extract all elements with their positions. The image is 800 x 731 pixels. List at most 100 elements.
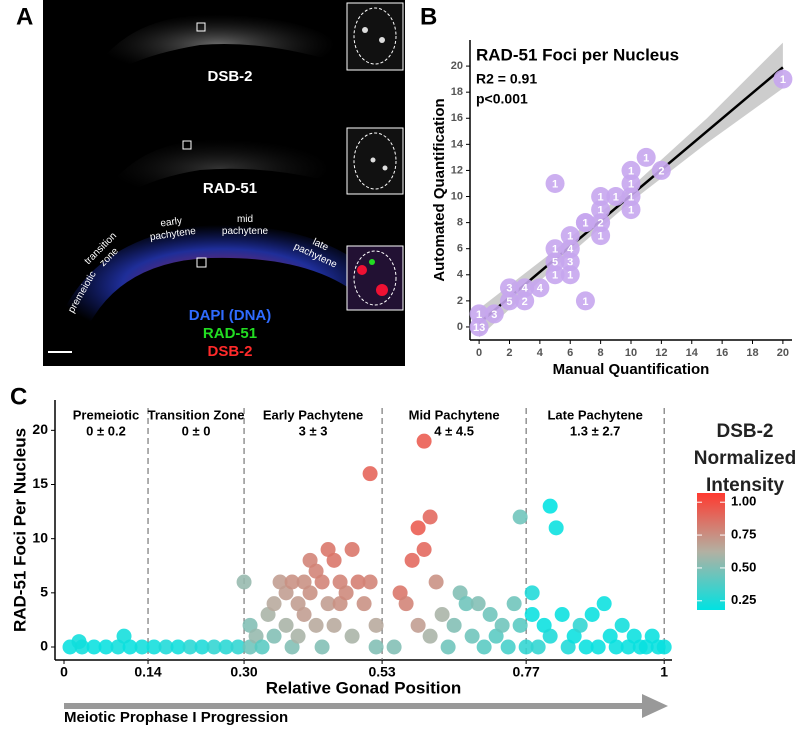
point-label: 1 bbox=[582, 296, 588, 308]
point bbox=[499, 278, 519, 298]
colorbar-tick-label: 0.75 bbox=[731, 527, 756, 542]
y-tick-label: 6 bbox=[457, 243, 463, 255]
point bbox=[458, 596, 474, 612]
x-tick-label: 1 bbox=[660, 664, 668, 680]
x-tick-label: 0.14 bbox=[134, 664, 161, 680]
point-label: 3 bbox=[491, 309, 497, 321]
point-label: 2 bbox=[522, 296, 528, 308]
point bbox=[476, 639, 492, 655]
y-axis-label: RAD-51 Foci Per Nucleus bbox=[10, 428, 29, 632]
point bbox=[500, 639, 516, 655]
point-label: 5 bbox=[506, 296, 512, 308]
y-tick-label: 5 bbox=[40, 584, 48, 600]
point bbox=[350, 574, 366, 590]
annotation: R2 = 0.91 bbox=[476, 71, 537, 87]
y-tick-label: 18 bbox=[451, 86, 463, 98]
point bbox=[591, 226, 611, 246]
point bbox=[386, 639, 402, 655]
point bbox=[554, 607, 570, 622]
point bbox=[512, 509, 528, 525]
point bbox=[314, 574, 330, 590]
point bbox=[368, 617, 384, 633]
x-tick-label: 4 bbox=[537, 347, 544, 359]
legend-label: RAD-51 bbox=[203, 325, 257, 342]
colorbar-tick-label: 0.25 bbox=[731, 592, 756, 607]
point-label: 1 bbox=[628, 165, 634, 177]
point bbox=[591, 213, 611, 233]
point bbox=[575, 291, 595, 311]
point-label: 1 bbox=[628, 204, 634, 216]
point bbox=[146, 639, 162, 655]
point bbox=[469, 304, 489, 324]
x-tick-label: 12 bbox=[655, 347, 667, 359]
point bbox=[575, 213, 595, 233]
point bbox=[266, 596, 282, 612]
point bbox=[524, 607, 540, 622]
point bbox=[524, 585, 540, 601]
legend-label: DSB-2 bbox=[207, 343, 252, 360]
stage-name: Transition Zone bbox=[148, 407, 245, 422]
point bbox=[98, 639, 114, 655]
colorbar-title: Normalized bbox=[694, 448, 796, 469]
stage-name: Early Pachytene bbox=[263, 407, 363, 422]
point-label: 1 bbox=[628, 191, 634, 203]
point-label: 1 bbox=[567, 231, 573, 243]
point bbox=[230, 639, 246, 655]
point bbox=[530, 278, 550, 298]
point bbox=[545, 252, 565, 272]
point bbox=[158, 639, 174, 655]
point bbox=[542, 628, 558, 644]
point-label: 4 bbox=[522, 283, 529, 295]
point bbox=[134, 639, 150, 655]
point-label: 1 bbox=[643, 152, 649, 164]
point bbox=[584, 607, 600, 622]
point-label: 1 bbox=[598, 231, 604, 243]
colorbar-tick-label: 1.00 bbox=[731, 494, 756, 509]
point bbox=[506, 596, 522, 612]
point bbox=[482, 607, 498, 622]
point bbox=[206, 639, 222, 655]
point bbox=[398, 596, 414, 612]
point bbox=[560, 239, 580, 259]
y-tick-label: 20 bbox=[451, 60, 463, 72]
point bbox=[362, 466, 378, 482]
arrow-head bbox=[642, 694, 668, 718]
y-tick-label: 8 bbox=[457, 217, 463, 229]
point-label: 2 bbox=[658, 165, 664, 177]
point bbox=[515, 291, 535, 311]
point-label: 1 bbox=[552, 244, 558, 256]
point bbox=[621, 160, 641, 180]
point bbox=[338, 585, 354, 601]
point bbox=[470, 596, 486, 612]
point bbox=[560, 265, 580, 285]
point bbox=[499, 291, 519, 311]
point bbox=[284, 574, 300, 590]
y-tick-label: 4 bbox=[457, 269, 464, 281]
stage-stat: 3 ± 3 bbox=[299, 423, 328, 438]
stage-stat: 0 ± 0.2 bbox=[86, 423, 126, 438]
point bbox=[591, 200, 611, 220]
point bbox=[596, 596, 612, 612]
stage-label: mid pachytene bbox=[222, 214, 269, 237]
y-axis-label: Automated Quantification bbox=[431, 98, 448, 281]
y-tick-label: 10 bbox=[32, 529, 48, 545]
point bbox=[218, 639, 234, 655]
point bbox=[494, 617, 510, 633]
x-tick-label: 20 bbox=[777, 347, 789, 359]
stage-stat: 4 ± 4.5 bbox=[434, 423, 474, 438]
point-label: 1 bbox=[476, 309, 482, 321]
point-label: 13 bbox=[473, 322, 485, 334]
point bbox=[428, 574, 444, 590]
point bbox=[266, 628, 282, 644]
point bbox=[484, 304, 504, 324]
point bbox=[621, 173, 641, 193]
stage-name: Premeiotic bbox=[73, 407, 139, 422]
point-label: 1 bbox=[567, 270, 573, 282]
point bbox=[578, 639, 594, 655]
point bbox=[302, 585, 318, 601]
point bbox=[71, 634, 87, 650]
point bbox=[296, 607, 312, 622]
point-label: 4 bbox=[537, 283, 544, 295]
point bbox=[278, 617, 294, 633]
point bbox=[656, 639, 672, 655]
